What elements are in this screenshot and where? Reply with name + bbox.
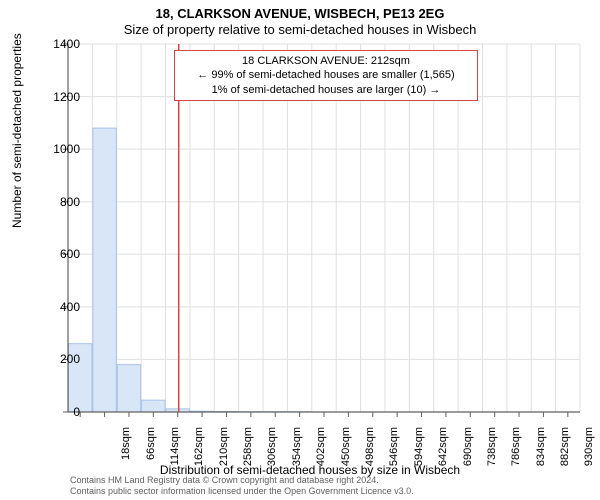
annotation-line2: ← 99% of semi-detached houses are smalle… xyxy=(181,68,471,82)
ytick-label: 1400 xyxy=(25,37,80,51)
annotation-box: 18 CLARKSON AVENUE: 212sqm ← 99% of semi… xyxy=(174,50,478,101)
ytick-label: 200 xyxy=(25,352,80,366)
y-axis-label: Number of semi-detached properties xyxy=(10,33,24,228)
ytick-label: 1000 xyxy=(25,142,80,156)
annotation-line1: 18 CLARKSON AVENUE: 212sqm xyxy=(181,54,471,68)
ytick-label: 800 xyxy=(25,195,80,209)
footer-line2: Contains public sector information licen… xyxy=(70,486,414,497)
footer-line1: Contains HM Land Registry data © Crown c… xyxy=(70,475,414,486)
ytick-label: 600 xyxy=(25,247,80,261)
annotation-line3: 1% of semi-detached houses are larger (1… xyxy=(181,83,471,97)
chart-title-line1: 18, CLARKSON AVENUE, WISBECH, PE13 2EG xyxy=(0,6,600,21)
ytick-label: 0 xyxy=(25,405,80,419)
chart-container: 18, CLARKSON AVENUE, WISBECH, PE13 2EG S… xyxy=(0,0,600,500)
ytick-label: 1200 xyxy=(25,90,80,104)
ytick-label: 400 xyxy=(25,300,80,314)
footer-text: Contains HM Land Registry data © Crown c… xyxy=(70,475,414,497)
chart-title-line2: Size of property relative to semi-detach… xyxy=(0,22,600,37)
